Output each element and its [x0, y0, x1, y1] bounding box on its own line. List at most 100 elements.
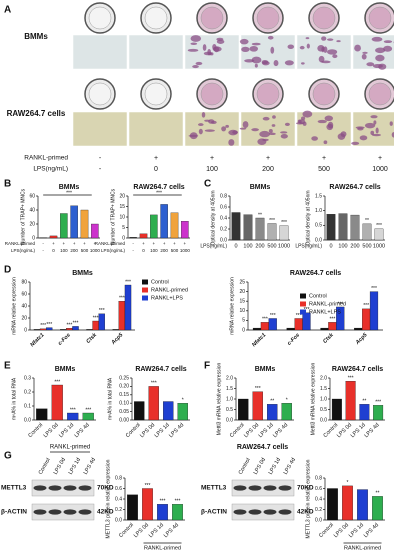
- well-inner: [368, 6, 392, 30]
- cell: [301, 62, 305, 65]
- y-tick-label: 0.3: [24, 375, 31, 381]
- bar: [338, 213, 348, 241]
- band: [33, 485, 47, 491]
- micrograph: [72, 34, 128, 70]
- cell: [198, 128, 203, 135]
- x-tick-label: LPS 0d: [139, 422, 156, 439]
- cell: [327, 38, 334, 41]
- x-row-value: +: [63, 241, 66, 246]
- bar: [255, 217, 265, 241]
- y-tick-label: 0: [242, 327, 245, 333]
- bracket-label: ***: [66, 190, 72, 196]
- y-tick-label: 0.8: [315, 475, 322, 481]
- cell: [389, 121, 393, 126]
- rankl-value: +: [266, 155, 270, 162]
- chart-title: RAW264.7 cells: [133, 184, 184, 191]
- bar: [328, 322, 337, 331]
- lps-value: 0: [154, 166, 158, 173]
- cell: [216, 39, 225, 44]
- panel-label: C: [204, 179, 211, 190]
- x-tick-label: c-Fos: [57, 332, 72, 347]
- y-tick-label: 5: [242, 318, 245, 324]
- cell: [321, 36, 327, 41]
- band: [233, 509, 247, 515]
- y-tick-label: 0.00: [119, 417, 129, 423]
- band: [78, 485, 92, 491]
- x-row-label: LPS(ng/mL): [11, 248, 36, 253]
- bar: [362, 308, 371, 331]
- bar: [177, 403, 188, 421]
- cell: [391, 131, 394, 138]
- bar: [350, 214, 360, 241]
- y-tick-label: 10: [119, 214, 125, 220]
- significance: *: [182, 398, 184, 404]
- y-axis-label: METTL3 protein relative expression: [105, 459, 111, 538]
- significance: *: [286, 398, 288, 404]
- bar: [46, 327, 53, 331]
- y-tick-label: 60: [21, 291, 27, 297]
- x-tick-label: Control: [229, 422, 246, 439]
- cell: [270, 46, 275, 54]
- panel-label: B: [4, 179, 11, 190]
- x-row-value: 1000: [180, 248, 191, 253]
- band: [278, 485, 292, 491]
- significance: ***: [160, 499, 166, 505]
- legend-swatch: [300, 309, 306, 315]
- y-axis-label: mRNA relative expression: [11, 277, 17, 335]
- significance: ***: [375, 400, 381, 406]
- cell: [201, 111, 206, 118]
- bar: [139, 233, 148, 239]
- cell: [225, 124, 229, 128]
- well-inner: [88, 6, 112, 30]
- y-axis-label: Number of TRAP+ MNCs: [110, 188, 116, 245]
- bar: [331, 398, 342, 421]
- bar: [86, 329, 93, 331]
- bar: [267, 404, 278, 421]
- bar: [231, 212, 241, 241]
- chart-title: BMMs: [255, 366, 276, 373]
- y-tick-label: 0.8: [115, 475, 122, 481]
- bar: [36, 408, 48, 421]
- cell: [287, 44, 295, 49]
- band: [63, 509, 77, 515]
- x-tick-label: Control: [318, 522, 335, 539]
- lane-label: LPS 1d: [68, 457, 82, 476]
- x-tick-label: LPS 4d: [163, 522, 180, 539]
- size-label: 42KD: [97, 509, 114, 516]
- cell: [300, 116, 306, 121]
- panel-label: G: [4, 451, 12, 462]
- x-tick-label: 200: [350, 243, 359, 249]
- cell: [351, 141, 360, 145]
- micrograph: [240, 111, 296, 147]
- cell: [204, 129, 215, 132]
- x-tick-label: LPS 4d: [74, 422, 91, 439]
- x-tick-label: 100: [338, 243, 347, 249]
- cell: [242, 121, 249, 128]
- x-tick-label: LPS 0d: [43, 422, 60, 439]
- cell: [284, 122, 290, 126]
- y-tick-label: 25: [239, 279, 245, 285]
- y-axis-label: Optical density at 405nm: [305, 190, 311, 245]
- bar: [279, 225, 289, 241]
- micrograph: [128, 34, 184, 70]
- x-row-label: LPS(ng/mL): [101, 248, 126, 253]
- cell: [268, 132, 276, 136]
- cell: [354, 44, 361, 52]
- band-label: β-ACTIN: [201, 509, 227, 516]
- bar: [80, 209, 89, 239]
- x-row-value: -: [132, 248, 134, 253]
- x-tick-label: LPS 4d: [364, 422, 381, 439]
- y-tick-label: 1.5: [226, 386, 233, 392]
- legend-label: Control: [309, 293, 327, 299]
- cell: [192, 64, 199, 69]
- cell: [268, 129, 273, 133]
- significance: ***: [151, 381, 157, 387]
- bar: [124, 284, 132, 331]
- y-axis-label: Mettl3 mRNA relative expression: [310, 363, 316, 436]
- row-label: RAW264.7 cells: [7, 109, 66, 118]
- x-tick-label: LPS 1d: [154, 422, 171, 439]
- y-tick-label: 0.20: [119, 384, 129, 390]
- x-tick-label: LPS 1d: [148, 522, 165, 539]
- y-tick-label: 0.0: [115, 517, 122, 523]
- rankl-value: -: [99, 155, 102, 162]
